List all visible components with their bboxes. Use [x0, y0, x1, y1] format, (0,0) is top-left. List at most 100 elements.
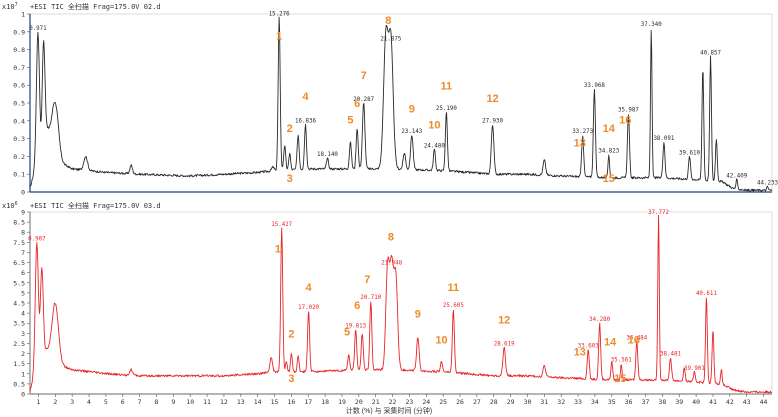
peak-number-annotation: 11 [448, 282, 460, 294]
x-tick-label: 30 [524, 398, 532, 406]
x-tick-label: 38 [658, 398, 666, 406]
x-tick-label: 22 [389, 398, 397, 406]
peak-number-annotation: 11 [441, 80, 453, 92]
peak-number-annotation: 9 [409, 104, 415, 116]
x-tick-label: 37 [642, 398, 650, 406]
peak-number-annotation: 12 [486, 93, 498, 105]
x-tick-label: 24 [422, 398, 430, 406]
x-tick-label: 18 [321, 398, 329, 406]
x-tick-label: 34 [591, 398, 599, 406]
x-tick-label: 32 [557, 398, 565, 406]
peak-retention-label: 15.427 [271, 222, 292, 228]
peak-retention-label: 33.968 [584, 83, 605, 89]
y-tick-label: 4 [21, 310, 25, 318]
x-tick-label: 20 [355, 398, 363, 406]
peak-retention-label: 44.233 [757, 181, 778, 187]
peak-retention-label: 24.480 [424, 143, 445, 149]
y-tick-label: 7 [21, 249, 25, 257]
y-tick-label: 0.1 [13, 171, 25, 179]
peak-number-annotation: 16 [619, 114, 631, 126]
y-tick-label: 3.5 [13, 320, 25, 328]
peak-retention-label: 25.190 [436, 106, 457, 112]
peak-number-annotation: 5 [347, 114, 353, 126]
y-tick-label: 0 [21, 189, 25, 197]
peak-number-annotation: 12 [498, 314, 510, 326]
x-tick-label: 41 [709, 398, 717, 406]
x-tick-label: 8 [155, 398, 159, 406]
y-tick-label: 1.5 [13, 360, 25, 368]
y-tick-label: 5 [21, 289, 25, 297]
peak-number-annotation: 1 [275, 244, 281, 256]
peak-retention-label: 37.340 [641, 22, 662, 28]
peak-retention-label: 39.610 [679, 150, 700, 156]
peak-number-annotation: 8 [388, 231, 394, 243]
peak-retention-label: 37.772 [648, 210, 669, 216]
peak-retention-label: 35.987 [618, 108, 639, 114]
x-tick-label: 35 [608, 398, 616, 406]
peak-retention-label: 16.836 [295, 118, 316, 124]
x-tick-label: 4 [87, 398, 91, 406]
peak-retention-label: 23.143 [401, 129, 422, 135]
peak-number-annotation: 14 [603, 123, 616, 135]
peak-retention-label: 33.603 [578, 344, 599, 350]
peak-retention-label: 28.619 [494, 341, 515, 347]
y-tick-label: 0 [21, 391, 25, 399]
top-chart-title: +ESI TIC 全扫描 Frag=175.0V 02.d [30, 2, 161, 11]
x-tick-label: 25 [439, 398, 447, 406]
peak-number-annotation: 9 [415, 308, 421, 320]
peak-number-annotation: 1 [276, 31, 282, 43]
peak-number-annotation: 2 [288, 328, 294, 340]
x-tick-label: 29 [507, 398, 515, 406]
peak-retention-label: 35.561 [611, 358, 632, 364]
peak-retention-label: 38.481 [660, 352, 681, 358]
top-tic-trace [29, 16, 773, 192]
peak-retention-label: 21.875 [380, 36, 401, 42]
y-tick-label: 0.9 [13, 28, 25, 36]
y-tick-label: 5.5 [13, 279, 25, 287]
x-tick-label: 15 [271, 398, 279, 406]
x-tick-label: 44 [760, 398, 768, 406]
peak-retention-label: 20.287 [353, 97, 374, 103]
bottom-tic-trace [29, 214, 773, 394]
x-tick-label: 16 [287, 398, 295, 406]
x-tick-label: 40 [692, 398, 700, 406]
y-tick-label: 0.6 [13, 82, 25, 90]
x-tick-label: 36 [625, 398, 633, 406]
x-tick-label: 33 [574, 398, 582, 406]
peak-retention-label: 38.091 [653, 136, 674, 142]
x-tick-label: 9 [171, 398, 175, 406]
x-axis-label: 计数 (%) 与 采集时间 (分钟) [346, 406, 432, 415]
peak-retention-label: 34.280 [589, 317, 610, 323]
top-panel: 1 0.9 0.8 0.7 0.6 0.5 0.4 0.3 0.2 0.1 0 0.971 15.276… [13, 11, 778, 197]
y-tick-label: 0.3 [13, 135, 25, 143]
x-tick-label: 27 [473, 398, 481, 406]
peak-retention-label: 15.276 [269, 12, 290, 18]
peak-number-annotation: 4 [306, 282, 313, 294]
peak-number-annotation: 3 [287, 173, 293, 185]
peak-number-annotation: 4 [302, 91, 309, 103]
x-tick-label: 31 [540, 398, 548, 406]
peak-retention-label: 36.484 [626, 335, 647, 341]
x-tick-label: 14 [254, 398, 262, 406]
peak-retention-label: 18.140 [317, 152, 338, 158]
peak-retention-label: 25.605 [443, 303, 464, 309]
peak-number-annotation: 15 [614, 373, 626, 385]
peak-retention-label: 39.901 [684, 366, 705, 372]
peak-retention-label: 27.930 [482, 118, 503, 124]
x-tick-label: 7 [138, 398, 142, 406]
peak-retention-label: 33.273 [572, 129, 593, 135]
peak-retention-label: 0.971 [29, 26, 47, 32]
x-tick-label: 19 [338, 398, 346, 406]
x-tick-label: 3 [70, 398, 74, 406]
bottom-exponent-label: x106 [2, 201, 18, 210]
x-tick-label: 26 [456, 398, 464, 406]
y-tick-label: 2 [21, 350, 25, 358]
peak-number-annotation: 2 [287, 123, 293, 135]
peak-number-annotation: 10 [428, 120, 440, 132]
y-tick-label: 3 [21, 330, 25, 338]
x-tick-label: 1 [36, 398, 40, 406]
y-tick-label: 0.5 [13, 380, 25, 388]
